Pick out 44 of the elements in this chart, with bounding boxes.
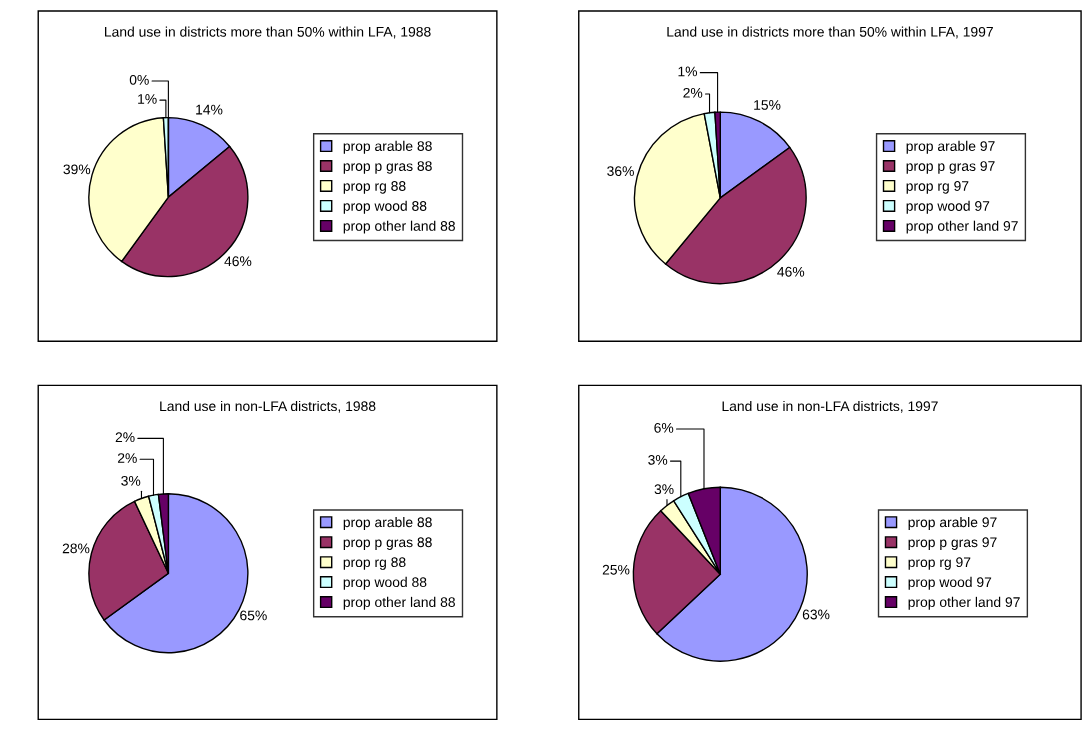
- data-label: 2%: [117, 453, 137, 463]
- data-label: 28%: [62, 543, 90, 554]
- chart-title: Land use in non-LFA districts, 1988: [160, 400, 376, 413]
- data-label: 39%: [63, 164, 91, 175]
- legend-label: prop other land 97: [908, 596, 1020, 610]
- data-label: 15%: [754, 100, 781, 110]
- chart-title: Land use in districts more than 50% within LFA, 1988: [105, 26, 431, 39]
- legend-label: prop p gras 97: [908, 537, 997, 550]
- data-label: 2%: [115, 432, 135, 443]
- legend-label: prop wood 97: [908, 576, 992, 590]
- legend-label: prop arable 88: [343, 516, 432, 530]
- legend-label: prop wood 97: [906, 200, 990, 214]
- text: 0%: [129, 74, 149, 85]
- data-label: 3%: [121, 475, 141, 486]
- legend-label: prop p gras 97: [906, 161, 995, 174]
- legend-label: prop rg 97: [908, 557, 971, 570]
- chart-title: Land use in districts more than 50% within LFA, 1997: [667, 26, 993, 39]
- data-label: 2%: [683, 87, 703, 98]
- legend-label: prop arable 97: [906, 140, 995, 154]
- legend-label: prop rg 88: [343, 181, 406, 194]
- data-label: 25%: [602, 564, 630, 575]
- legend-label: prop p gras 88: [343, 161, 432, 174]
- legend-label: prop p gras 88: [343, 537, 432, 550]
- data-label: 46%: [224, 256, 252, 267]
- legend-label: prop other land 97: [906, 220, 1018, 234]
- legend-label: prop rg 97: [906, 181, 969, 194]
- legend-label: prop wood 88: [343, 200, 427, 214]
- data-label: 1%: [138, 94, 157, 104]
- data-label: 46%: [777, 266, 805, 277]
- data-label: 36%: [607, 166, 634, 177]
- legend-label: prop arable 88: [343, 140, 432, 154]
- legend-label: prop rg 88: [343, 557, 406, 570]
- legend-label: prop arable 97: [908, 516, 997, 530]
- data-label: 3%: [648, 455, 668, 465]
- legend-label: prop wood 88: [343, 576, 427, 590]
- data-label: 14%: [196, 104, 223, 115]
- data-label: 65%: [240, 610, 267, 621]
- legend-label: prop other land 88: [343, 220, 455, 234]
- data-label: 3%: [654, 484, 674, 495]
- legend-label: prop other land 88: [343, 596, 455, 610]
- data-label: 63%: [802, 609, 830, 620]
- chart-title: Land use in non-LFA districts, 1997: [722, 400, 938, 413]
- data-label: 1%: [678, 66, 698, 77]
- data-label: 6%: [654, 422, 674, 433]
